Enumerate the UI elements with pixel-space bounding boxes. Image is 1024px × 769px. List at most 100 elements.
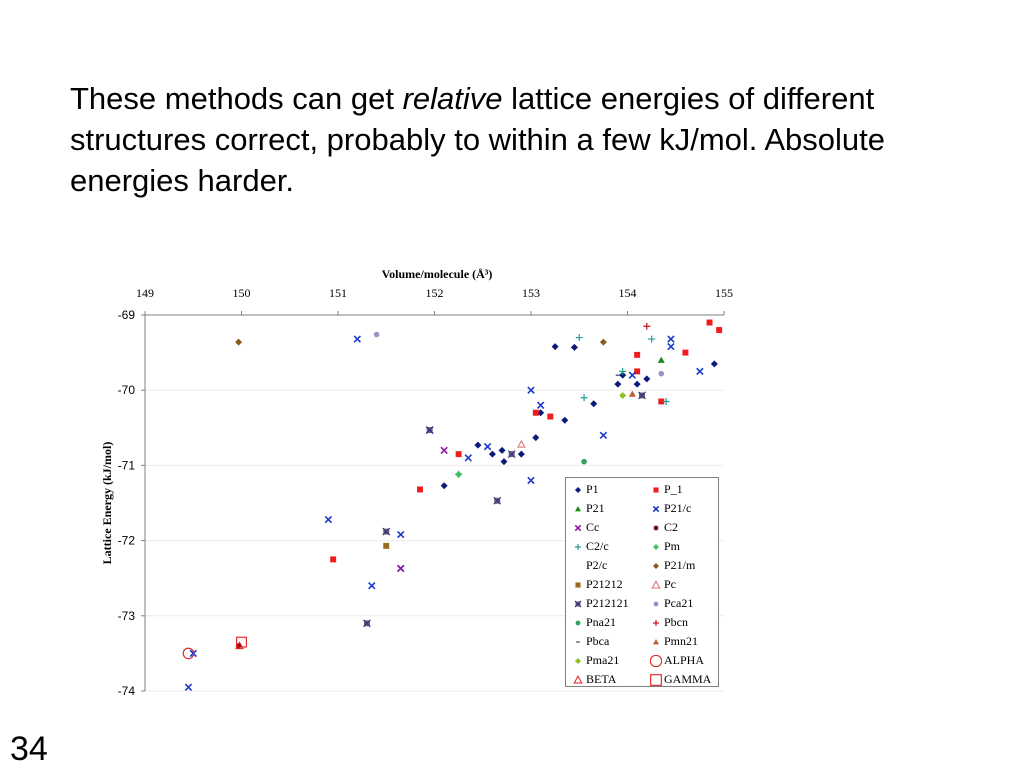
data-point-p21-c — [527, 386, 535, 394]
legend-item: Pm — [650, 537, 720, 556]
data-point-pmn21 — [628, 390, 636, 397]
data-point-p21-c — [464, 454, 472, 462]
legend-marker — [575, 486, 581, 493]
legend-symbol — [575, 543, 581, 550]
x-tick-label: 152 — [426, 286, 444, 300]
legend-label: P1 — [586, 482, 599, 496]
data-point-p1 — [537, 409, 545, 417]
legend-label: Cc — [586, 520, 600, 534]
y-tick-label: -69 — [118, 308, 136, 322]
data-point-p1 — [498, 446, 506, 454]
data-point-p1 — [590, 400, 598, 408]
data-point-p21-c — [184, 683, 193, 691]
legend-label: ALPHA — [664, 653, 705, 667]
data-point-p1 — [474, 441, 482, 449]
legend-marker — [573, 674, 583, 684]
x-tick-label: 151 — [329, 286, 347, 300]
data-point-p21-c — [667, 335, 675, 343]
data-point-p-1 — [706, 319, 713, 326]
legend-item: P21/m — [650, 556, 720, 575]
data-point-p-1 — [634, 351, 641, 358]
data-point-p1 — [570, 343, 578, 351]
data-point-cc — [397, 564, 405, 573]
data-point-p-1 — [716, 327, 723, 334]
data-point-p21-c — [397, 530, 405, 539]
legend-label: Pbcn — [664, 615, 688, 629]
legend-item: C2 — [650, 518, 720, 537]
data-point-p-1 — [417, 486, 423, 493]
legend-item: Pbca — [572, 632, 650, 651]
data-point-pbcn — [643, 322, 651, 330]
data-point-beta — [235, 641, 244, 650]
y-tick-label: -72 — [118, 534, 136, 548]
data-point-p21-m — [235, 338, 243, 346]
y-tick-label: -71 — [118, 458, 136, 472]
x-axis-label: Volume/molecule (Å³) — [382, 267, 493, 281]
legend-symbol — [653, 619, 659, 626]
legend-label: P21/c — [664, 501, 692, 515]
data-point-c2-c — [662, 397, 670, 405]
legend-item: P21/c — [650, 499, 720, 518]
data-point-p21-c — [483, 442, 492, 451]
data-point-p21-c — [696, 367, 704, 376]
legend-label: P2/c — [586, 558, 608, 572]
legend-marker — [575, 581, 581, 588]
x-tick-label: 150 — [233, 286, 251, 300]
x-tick-label: 155 — [715, 286, 733, 300]
legend-marker — [653, 525, 659, 530]
data-point-p21212 — [383, 542, 390, 549]
legend-item: Pmn21 — [650, 632, 720, 651]
legend-symbol — [573, 674, 583, 684]
legend-symbol — [575, 505, 581, 511]
legend-symbol — [572, 560, 584, 572]
data-point-c2-c — [575, 334, 583, 342]
legend-label: Pca21 — [664, 596, 694, 610]
data-point-p-1 — [330, 556, 337, 563]
legend-label: C2 — [664, 520, 679, 534]
data-point-alpha — [182, 647, 195, 660]
legend-marker — [653, 486, 659, 493]
legend-item: P_1 — [650, 480, 720, 499]
data-point-p1 — [633, 380, 641, 388]
legend-marker — [653, 601, 659, 606]
legend-marker — [651, 579, 661, 589]
slide-text-after: lattice energies of different structures… — [70, 81, 885, 198]
page-number: 34 — [10, 730, 48, 768]
legend-item: Pma21 — [572, 651, 650, 670]
legend-item: C2/c — [572, 537, 650, 556]
y-tick-label: -73 — [118, 609, 136, 623]
legend-label: Pc — [664, 577, 676, 591]
legend-marker — [653, 543, 659, 550]
legend-marker — [575, 543, 581, 550]
data-point-p212121 — [638, 391, 646, 400]
legend-marker — [575, 620, 581, 625]
y-tick-label: -74 — [118, 684, 136, 698]
data-point-p1 — [532, 434, 540, 442]
x-tick-label: 149 — [136, 286, 154, 300]
data-point-p1 — [561, 416, 569, 424]
legend-marker — [575, 505, 581, 511]
data-point-p21-c — [368, 582, 376, 590]
legend-symbol — [650, 654, 662, 667]
data-point-cc — [440, 446, 448, 455]
chart-axes: -69 -70 -71 -72 -73 -74 149 150 151 152 153 154 155 — [118, 286, 733, 698]
legend-label: P212121 — [586, 596, 629, 610]
data-point-c2-c — [580, 394, 588, 402]
data-point-c2-c — [619, 367, 627, 375]
data-point-gamma — [236, 636, 247, 648]
data-point-p1 — [517, 450, 525, 458]
data-point-p1 — [643, 375, 651, 383]
legend-label: Pbca — [586, 634, 610, 648]
legend-symbol — [651, 579, 661, 589]
legend-symbol — [653, 562, 659, 569]
data-point-p212121 — [507, 450, 516, 459]
legend-symbol — [650, 673, 662, 686]
data-point-p21-c — [667, 342, 675, 351]
legend-symbol — [653, 486, 659, 493]
data-point-p212121 — [493, 496, 502, 505]
legend-symbol — [574, 524, 582, 531]
data-point-pm — [455, 470, 463, 478]
x-tick-label: 153 — [522, 286, 540, 300]
legend-label: P21 — [586, 501, 605, 515]
legend-label: P21/m — [664, 558, 696, 572]
